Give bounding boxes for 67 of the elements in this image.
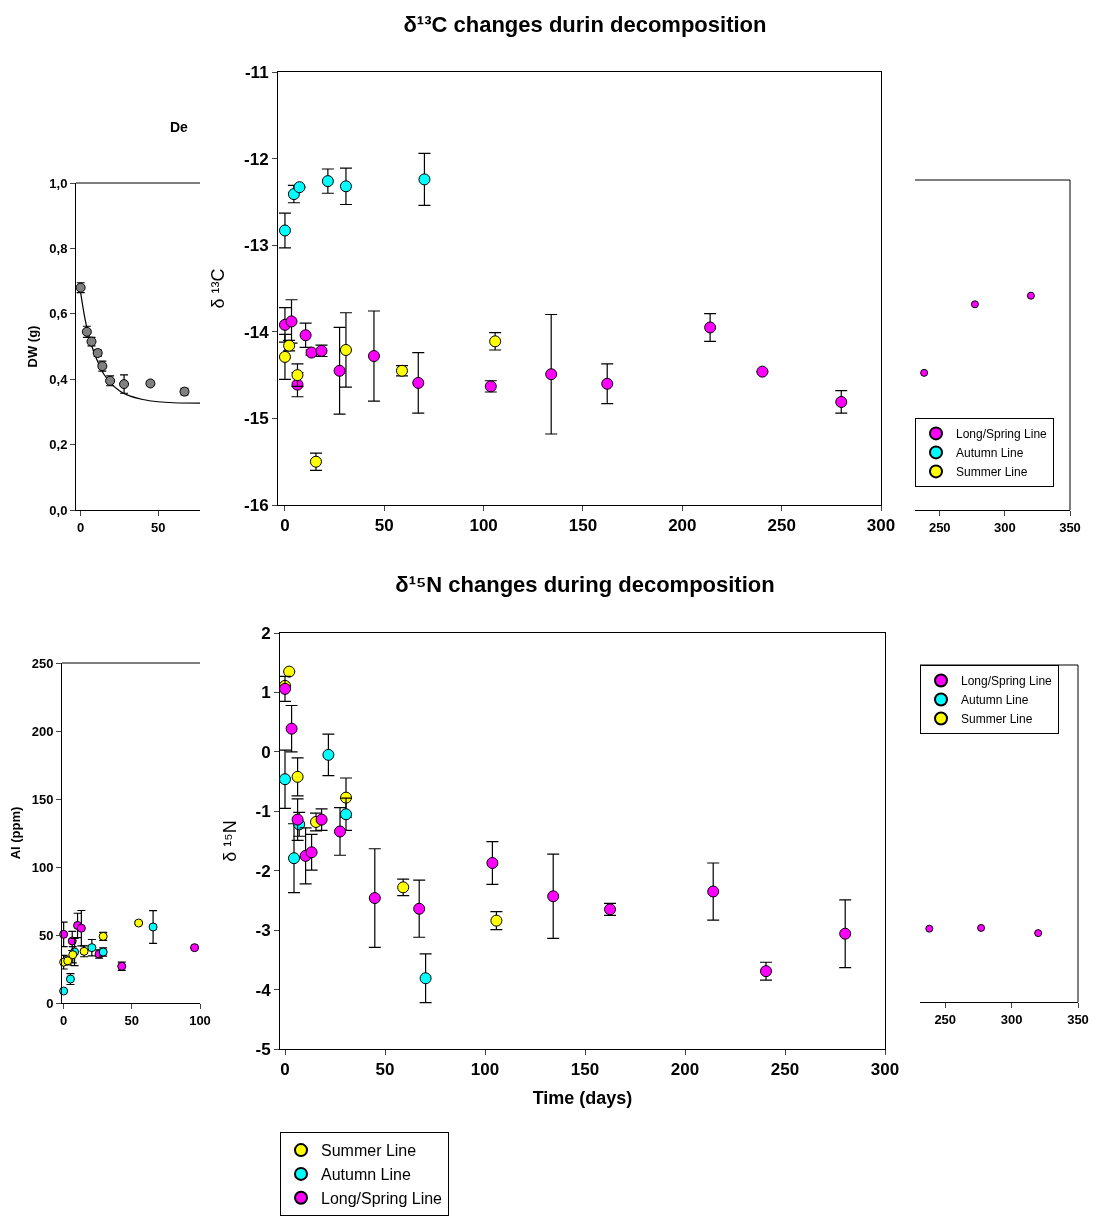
y-tick-label: 150	[31, 791, 54, 807]
y-tick-label: 0,8	[49, 240, 68, 256]
x-tick-label: 100	[470, 1060, 500, 1080]
y-tick-label: 2	[261, 623, 271, 643]
y-tick-label: -14	[244, 322, 270, 342]
y-tick-label: 0,2	[49, 437, 68, 453]
x-tick-label: 50	[124, 1012, 140, 1028]
x-tick-label: 250	[928, 519, 951, 535]
y-tick-label: -11	[244, 62, 269, 82]
legend-label: Long/Spring Line	[321, 1189, 443, 1207]
legend-label: Long/Spring Line	[956, 427, 1048, 442]
x-tick-label: 0	[280, 516, 290, 536]
y-tick-label: -16	[244, 495, 269, 515]
y-tick-label: -3	[255, 921, 271, 941]
legend-label: Autumn Line	[961, 693, 1029, 708]
x-tick-label: 350	[1067, 1011, 1089, 1027]
y-tick-label: 0	[46, 995, 54, 1011]
x-tick-label: 300	[994, 519, 1016, 535]
legend-label: Autumn Line	[956, 446, 1024, 461]
x-tick-label: 100	[189, 1012, 211, 1028]
y-tick-label: 250	[31, 655, 54, 671]
x-axis-title: Time (days)	[532, 1087, 633, 1108]
x-tick-label: 250	[934, 1011, 957, 1027]
x-tick-label: 0	[77, 519, 85, 535]
chart-title: De	[170, 118, 189, 135]
legend-label: Autumn Line	[321, 1166, 411, 1184]
y-tick-label: 1,0	[49, 175, 68, 191]
y-tick-label: 1	[261, 683, 271, 703]
y-axis-title: DW (g)	[25, 325, 41, 368]
x-tick-label: 50	[150, 519, 166, 535]
y-tick-label: -2	[255, 861, 271, 881]
chart-title: δ¹⁵N changes during decomposition	[395, 571, 775, 597]
x-tick-label: 300	[870, 1060, 900, 1080]
legend-label: Long/Spring Line	[961, 674, 1053, 689]
x-tick-label: 200	[668, 516, 697, 536]
legend-label: Summer Line	[321, 1142, 417, 1160]
y-tick-label: -15	[244, 409, 269, 429]
x-tick-label: 200	[670, 1060, 700, 1080]
y-axis-title: δ ¹⁵N	[219, 820, 240, 862]
legend-label: Summer Line	[961, 712, 1033, 727]
y-tick-label: 50	[38, 927, 54, 943]
chart-title: δ¹³C changes durin decomposition	[403, 11, 767, 37]
x-tick-label: 0	[280, 1060, 290, 1080]
x-tick-label: 150	[570, 1060, 600, 1080]
y-tick-label: 0,0	[49, 502, 68, 518]
y-tick-label: -1	[255, 802, 271, 822]
y-tick-label: 200	[31, 723, 54, 739]
x-tick-label: 250	[767, 516, 796, 536]
y-tick-label: 0,6	[49, 306, 68, 322]
y-tick-label: -12	[244, 149, 269, 169]
x-tick-label: 100	[469, 516, 498, 536]
y-tick-label: -4	[255, 980, 272, 1000]
y-tick-label: -13	[244, 236, 269, 256]
y-tick-label: -5	[255, 1039, 271, 1059]
y-axis-title: δ ¹³C	[208, 268, 229, 309]
legend-label: Summer Line	[956, 465, 1028, 480]
y-tick-label: 100	[31, 859, 54, 875]
x-tick-label: 250	[770, 1060, 800, 1080]
x-tick-label: 50	[375, 1060, 395, 1080]
x-tick-label: 50	[374, 516, 394, 536]
x-tick-label: 150	[568, 516, 598, 536]
x-tick-label: 350	[1059, 519, 1081, 535]
x-tick-label: 300	[866, 516, 896, 536]
y-tick-label: 0,4	[49, 371, 69, 387]
y-tick-label: 0	[261, 742, 271, 762]
y-axis-title: Al (ppm)	[7, 806, 23, 860]
x-tick-label: 300	[1000, 1011, 1023, 1027]
